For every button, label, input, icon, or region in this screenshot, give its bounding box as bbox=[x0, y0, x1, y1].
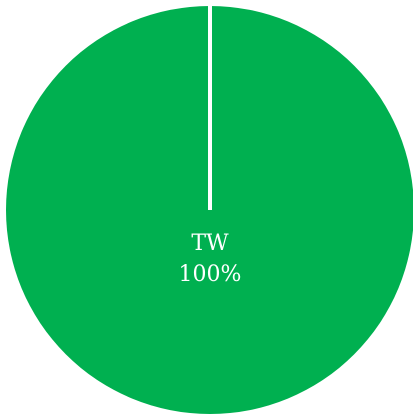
slice-label-percent: 100% bbox=[179, 262, 242, 287]
slice-label-name: TW bbox=[191, 231, 229, 256]
pie-labels: TW 100% bbox=[179, 231, 242, 287]
pie-slices bbox=[6, 6, 413, 414]
